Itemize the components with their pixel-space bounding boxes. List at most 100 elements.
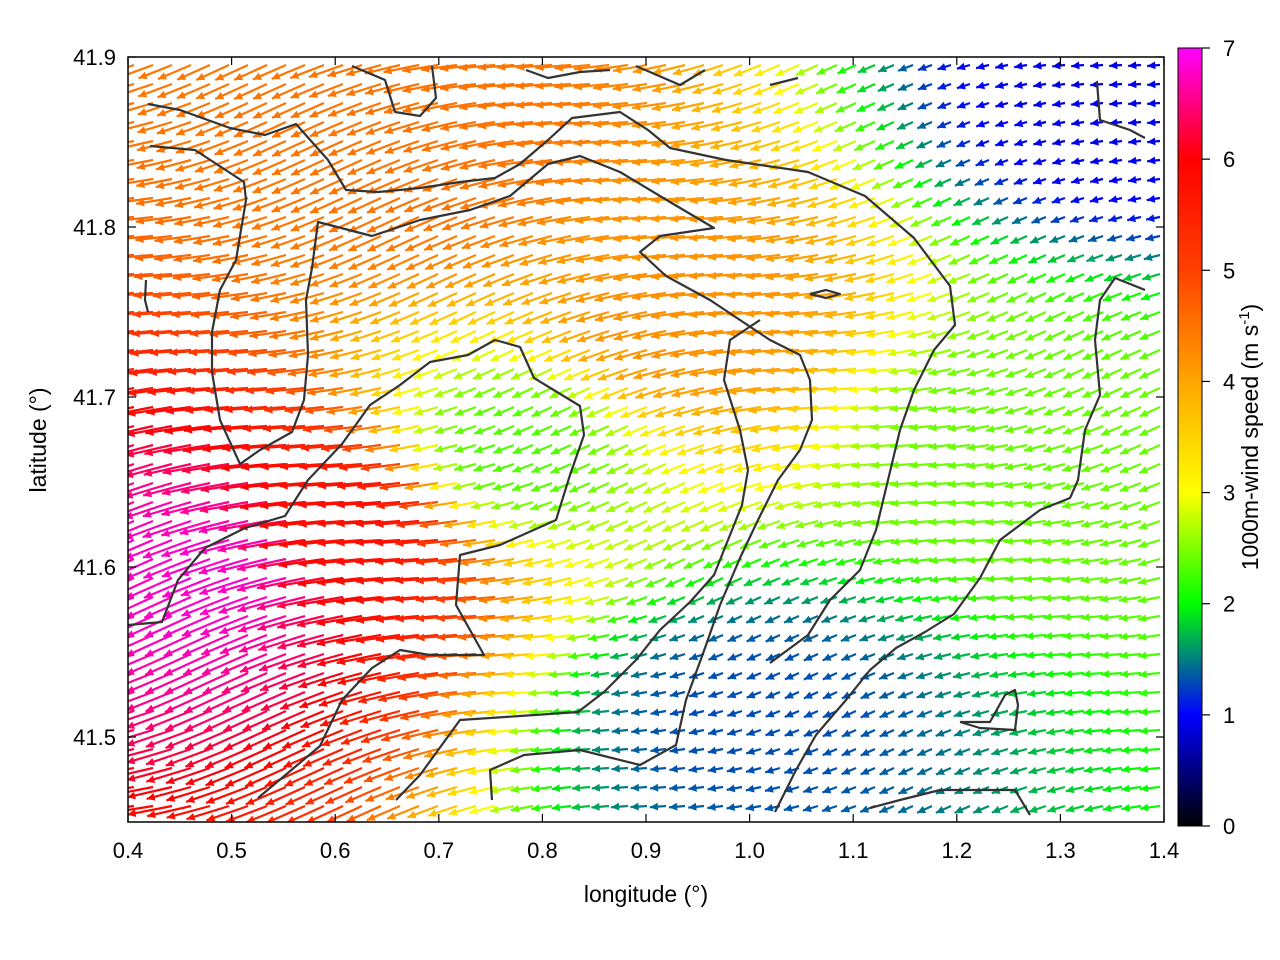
wind-vector	[316, 652, 363, 667]
wind-vector	[454, 424, 477, 435]
wind-vector	[916, 747, 933, 757]
wind-vector	[832, 500, 857, 509]
wind-vector	[507, 708, 534, 717]
wind-vector	[865, 291, 895, 302]
wind-vector	[244, 405, 287, 414]
wind-vector	[161, 557, 211, 578]
wind-vector	[840, 633, 857, 642]
wind-vector	[1146, 194, 1161, 203]
wind-vector	[460, 215, 496, 230]
wind-vector	[152, 291, 192, 300]
wind-vector	[492, 386, 515, 399]
wind-vector	[914, 633, 933, 642]
wind-vector	[935, 766, 952, 776]
wind-vector	[132, 310, 173, 319]
wind-vector	[459, 177, 496, 190]
wind-vector	[727, 367, 762, 376]
wind-vector	[251, 215, 287, 230]
wind-vector	[239, 652, 287, 673]
wind-vector	[218, 614, 268, 635]
wind-vector	[956, 62, 971, 71]
wind-vector	[379, 481, 420, 491]
wind-vector	[508, 519, 534, 530]
wind-vector	[835, 557, 857, 566]
wind-vector	[185, 766, 230, 786]
wind-vector	[829, 404, 857, 413]
wind-vector	[430, 329, 458, 344]
wind-vector	[473, 386, 496, 398]
wind-vector	[844, 291, 876, 302]
wind-vector	[290, 120, 325, 138]
wind-vector	[192, 253, 230, 264]
wind-vector	[512, 405, 534, 418]
wind-vector	[128, 785, 135, 790]
wind-vector	[576, 310, 610, 323]
wind-vector	[299, 690, 344, 709]
wind-vector	[571, 726, 591, 735]
wind-vector	[611, 764, 629, 773]
wind-vector	[1026, 689, 1047, 698]
wind-vector	[1042, 575, 1066, 584]
wind-vector	[783, 804, 800, 812]
wind-vector	[693, 424, 724, 436]
wind-vector	[985, 575, 1009, 583]
wind-vector	[128, 177, 154, 185]
wind-vector	[966, 499, 990, 508]
wind-vector	[199, 595, 249, 616]
wind-vector	[425, 272, 458, 290]
wind-vector	[218, 595, 268, 614]
wind-vector	[174, 215, 211, 227]
wind-vector	[1080, 613, 1104, 622]
wind-vector	[128, 671, 135, 677]
wind-vector	[366, 158, 401, 175]
x-tick-label: 1.1	[838, 838, 869, 863]
wind-vector	[489, 804, 515, 814]
wind-vector	[593, 82, 629, 92]
wind-vector	[1025, 651, 1047, 660]
wind-vector	[631, 139, 667, 148]
wind-vector	[890, 461, 914, 469]
wind-vector	[392, 386, 420, 398]
wind-vector	[395, 576, 439, 585]
wind-vector	[826, 215, 857, 228]
wind-vector	[631, 214, 667, 223]
wind-vector	[1046, 766, 1066, 775]
wind-vector	[603, 405, 629, 419]
wind-vector	[770, 139, 800, 152]
wind-vector	[745, 728, 762, 737]
wind-vector	[347, 234, 382, 252]
wind-vector	[892, 177, 914, 189]
wind-vector	[244, 766, 287, 788]
wind-vector	[937, 101, 952, 110]
wind-vector	[626, 595, 648, 606]
wind-vector	[768, 177, 800, 189]
wind-vector	[128, 462, 154, 473]
wind-vector	[1118, 557, 1142, 567]
wind-vector	[453, 386, 477, 398]
wind-vector	[1004, 424, 1028, 434]
wind-vector	[355, 500, 401, 510]
wind-vector	[985, 462, 1009, 471]
wind-vector	[860, 729, 876, 738]
wind-vector	[237, 614, 287, 633]
wind-vector	[1138, 386, 1161, 399]
wind-vector	[926, 310, 952, 321]
wind-vector	[355, 614, 401, 625]
wind-vector	[309, 310, 344, 323]
wind-vector	[670, 215, 705, 223]
wind-vector	[157, 82, 192, 99]
wind-vector	[128, 709, 173, 729]
wind-vector	[1121, 291, 1142, 302]
wind-vector	[222, 709, 268, 732]
wind-vector	[1083, 785, 1104, 793]
wind-vector	[128, 462, 173, 479]
wind-vector	[711, 101, 743, 114]
wind-vector	[437, 557, 477, 567]
wind-vector	[1118, 576, 1142, 585]
wind-vector	[472, 367, 496, 380]
wind-vector	[670, 177, 705, 186]
wind-vector	[161, 538, 211, 558]
wind-vector	[551, 784, 572, 793]
wind-vector	[935, 709, 952, 718]
wind-vector	[803, 766, 819, 775]
